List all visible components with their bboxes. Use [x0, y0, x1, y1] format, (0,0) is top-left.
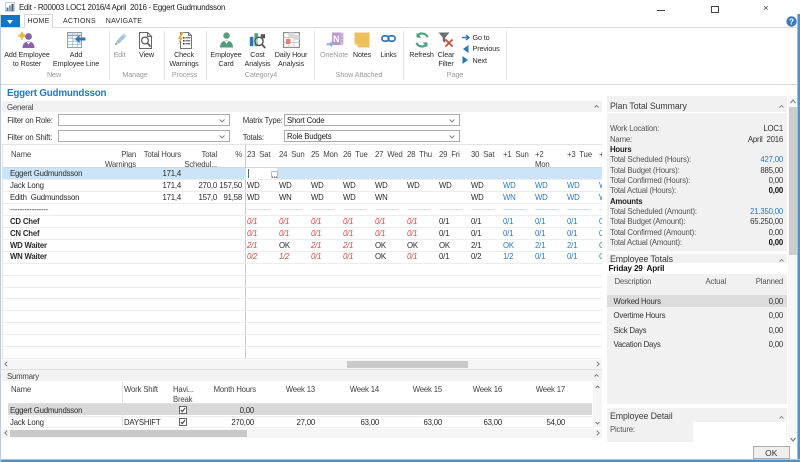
svg-text:?: ? [789, 17, 794, 26]
svg-text:N: N [332, 34, 339, 44]
